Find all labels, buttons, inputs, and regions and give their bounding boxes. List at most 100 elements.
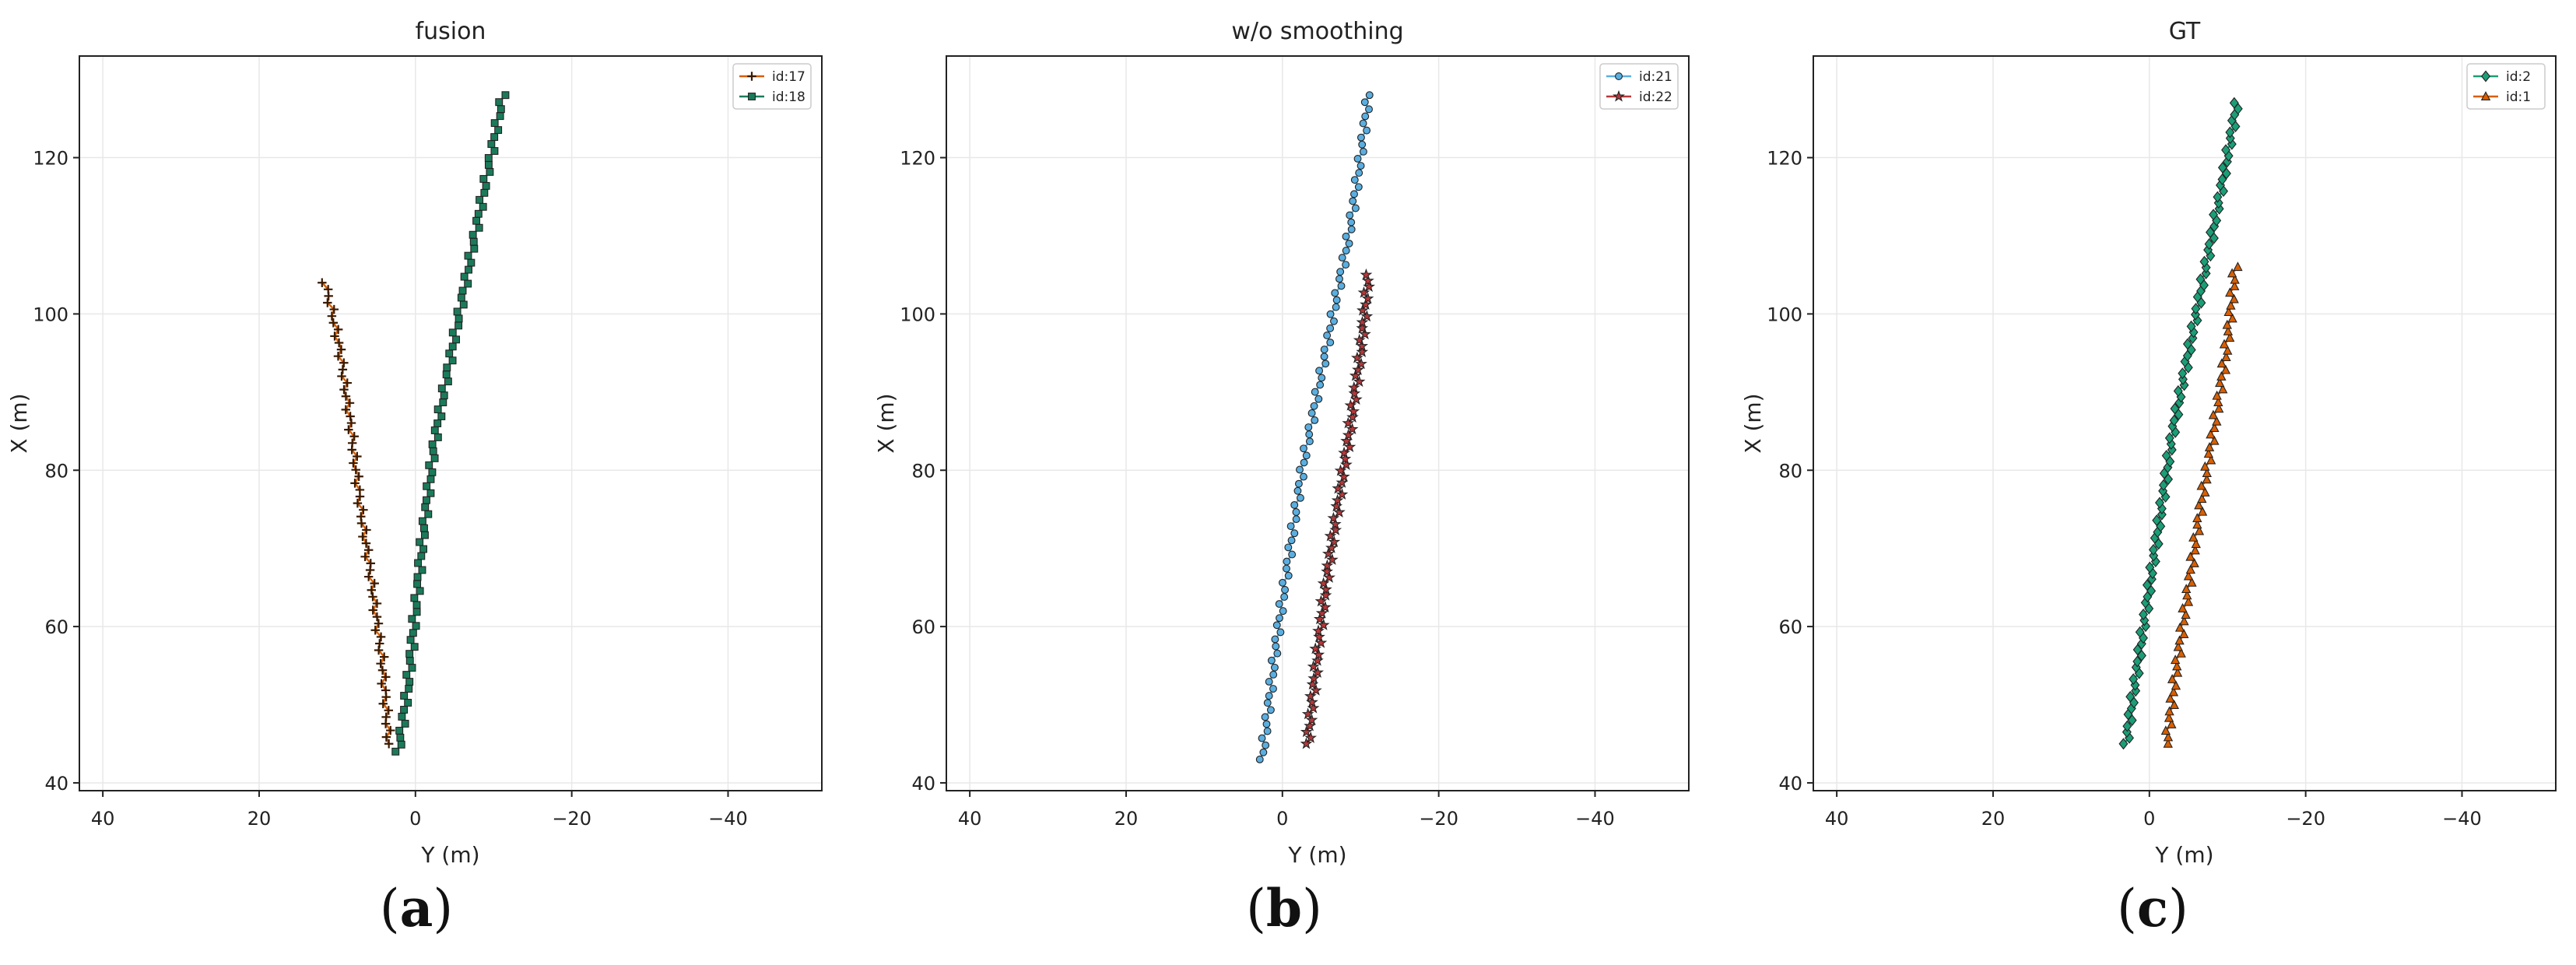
data-point (1342, 416, 1355, 429)
data-point (349, 432, 359, 441)
data-point (460, 272, 469, 281)
data-point (1359, 147, 1367, 156)
data-point (1345, 239, 1353, 247)
data-point (1326, 324, 1335, 332)
data-point (2174, 622, 2185, 632)
data-point (2178, 367, 2188, 380)
data-point (1321, 360, 1330, 368)
data-point (323, 285, 333, 294)
data-point (354, 472, 363, 481)
data-point (2168, 686, 2179, 697)
data-point (425, 461, 433, 469)
data-point (2197, 506, 2208, 516)
data-point (1320, 583, 1332, 595)
data-point (1359, 328, 1371, 340)
data-point (421, 503, 430, 511)
data-point (465, 265, 472, 274)
x-tick-label: 0 (409, 808, 421, 830)
data-point (1296, 493, 1304, 502)
data-point (2125, 690, 2136, 703)
y-tick-label: 40 (911, 773, 935, 795)
data-point (423, 496, 430, 504)
data-point (487, 140, 496, 148)
data-point (356, 512, 366, 521)
data-point (430, 426, 439, 434)
data-point (501, 91, 510, 100)
x-tick-label: −20 (2286, 808, 2325, 830)
series-id-18 (391, 91, 510, 756)
data-point (2200, 461, 2210, 471)
data-point (1354, 183, 1363, 191)
x-axis-label: Y (m) (420, 842, 479, 868)
data-point (2208, 409, 2219, 419)
data-point (2136, 649, 2146, 661)
data-point (2170, 402, 2180, 415)
data-point (377, 665, 388, 676)
data-point (2229, 96, 2239, 109)
data-point (445, 349, 454, 358)
data-point (1305, 713, 1318, 725)
data-point (2189, 558, 2199, 567)
y-tick-label: 120 (33, 148, 68, 170)
data-point (416, 538, 424, 546)
data-point (2219, 339, 2230, 349)
data-point (1312, 624, 1325, 637)
data-point (2183, 570, 2194, 581)
data-point (1360, 268, 1373, 280)
data-point (2167, 719, 2177, 728)
data-point (2230, 274, 2240, 284)
legend-label: id:21 (1639, 69, 1672, 85)
data-point (1306, 678, 1319, 690)
data-point (2217, 173, 2227, 185)
data-point (1321, 559, 1334, 571)
data-point (1275, 600, 1283, 608)
data-point (2179, 616, 2189, 626)
data-point (2233, 261, 2243, 272)
data-point (443, 363, 451, 372)
data-point (2139, 614, 2150, 626)
data-point (2185, 564, 2196, 574)
data-point (1338, 470, 1350, 482)
legend-marker (2481, 70, 2490, 82)
data-point (1360, 98, 1369, 107)
legend-label: id:17 (772, 69, 805, 85)
data-point (2142, 579, 2152, 591)
data-point (2158, 485, 2168, 497)
chart-panel-2: 40 20 0 −20 −40 40 60 80 100 120 w/o smoothing Y (m… (873, 18, 1690, 868)
y-tick-label: 80 (44, 460, 68, 482)
data-point (1305, 437, 1314, 446)
plot-frame (79, 55, 823, 791)
data-point (2169, 414, 2179, 426)
grid (946, 56, 1689, 791)
data-point (329, 304, 339, 314)
data-point (1323, 570, 1335, 583)
data-point (418, 517, 426, 525)
data-point (2170, 654, 2181, 665)
data-point (330, 332, 339, 341)
data-point (1296, 465, 1304, 474)
data-point (1271, 635, 1279, 644)
data-point (353, 498, 363, 508)
data-point (363, 572, 374, 581)
data-point (452, 335, 461, 344)
data-point (1360, 310, 1374, 322)
data-point (2179, 379, 2189, 391)
data-point (1320, 353, 1328, 361)
data-point (2139, 609, 2149, 621)
data-point (495, 98, 504, 107)
data-point (405, 685, 413, 693)
data-point (428, 468, 437, 476)
data-point (2209, 435, 2220, 445)
data-point (2172, 661, 2182, 671)
data-point (482, 181, 490, 190)
data-point (2196, 480, 2206, 490)
data-point (362, 525, 371, 535)
data-point (2218, 384, 2228, 394)
data-point (1358, 140, 1367, 149)
data-point (490, 147, 499, 155)
data-point (2164, 712, 2174, 722)
data-point (419, 524, 428, 532)
data-point (2199, 255, 2209, 268)
x-tick-label: 20 (247, 808, 272, 830)
data-point (2190, 545, 2200, 555)
